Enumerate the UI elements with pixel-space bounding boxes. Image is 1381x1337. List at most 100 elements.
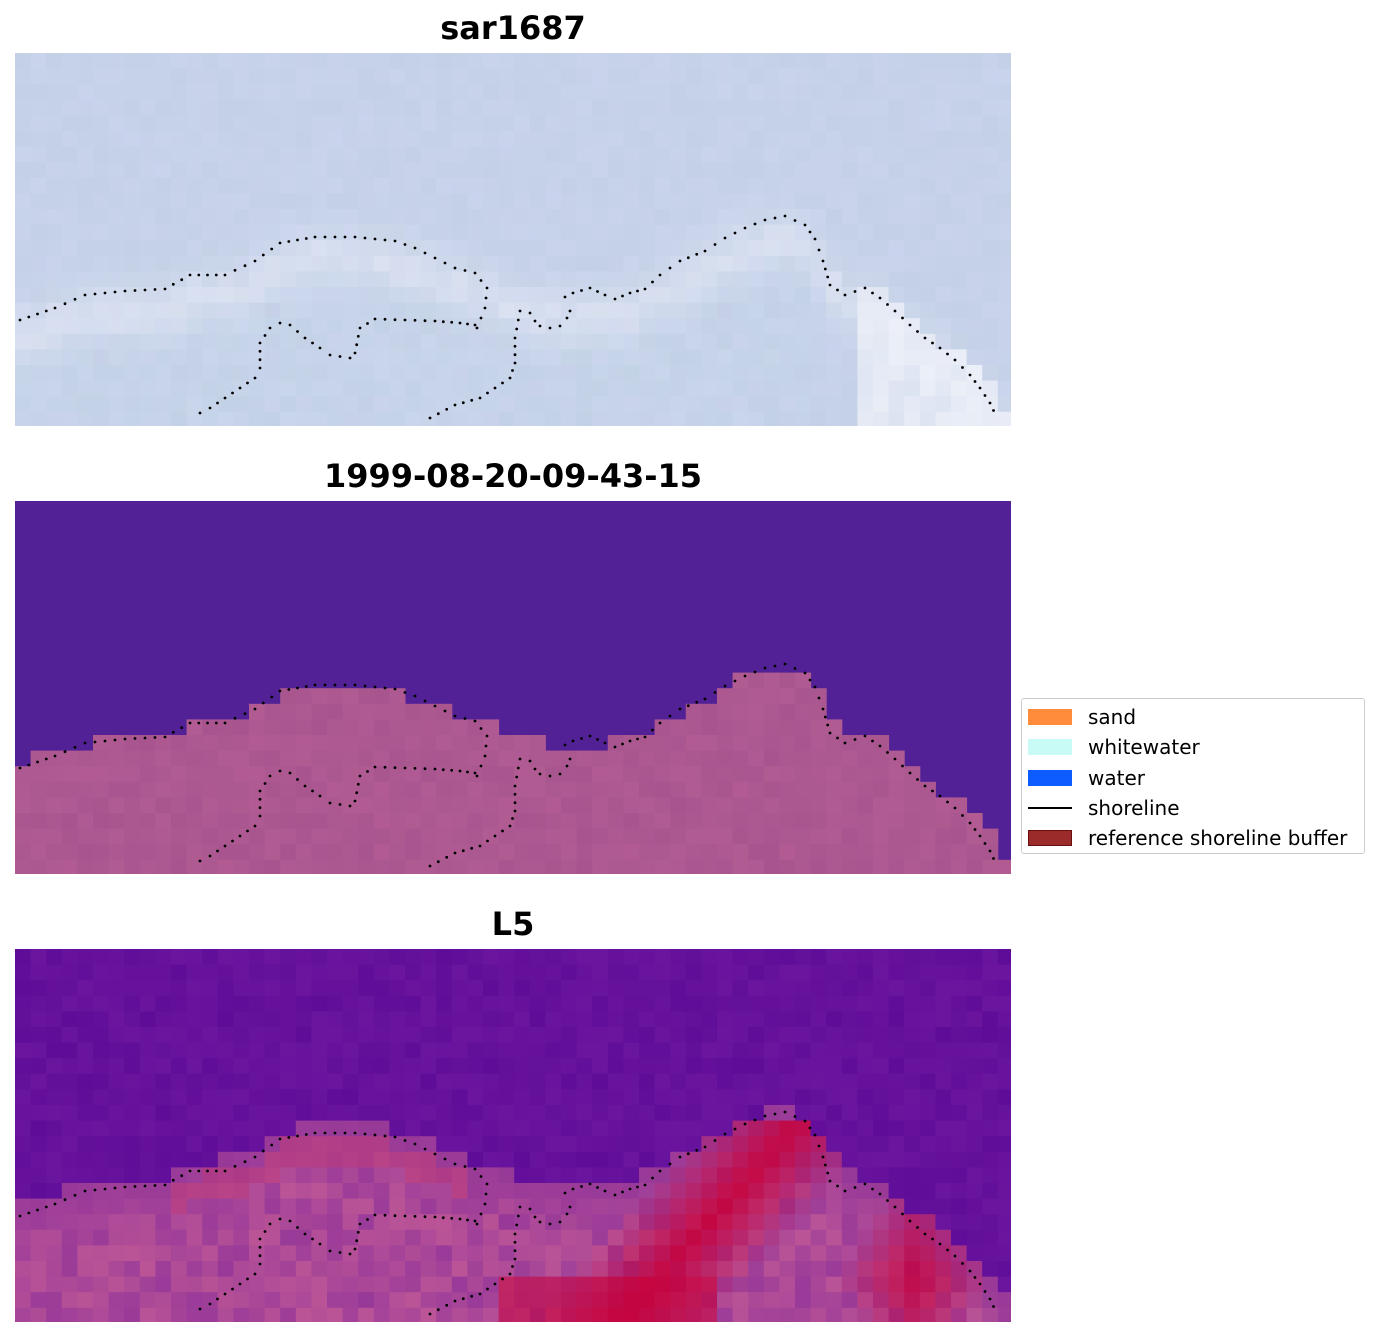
index-pixel	[670, 1261, 687, 1278]
sar-pixel	[217, 333, 234, 350]
index-pixel	[202, 1214, 219, 1231]
sar-pixel	[826, 302, 843, 319]
land-class-pixel	[717, 844, 734, 861]
sar-pixel	[327, 84, 344, 101]
sar-pixel	[451, 53, 468, 70]
sar-pixel	[904, 411, 921, 426]
index-pixel	[545, 1011, 562, 1028]
index-pixel	[623, 1229, 640, 1246]
index-pixel	[670, 1307, 687, 1322]
sar-pixel	[607, 162, 624, 179]
index-pixel	[93, 1183, 110, 1200]
sar-pixel	[358, 162, 375, 179]
index-pixel	[576, 1198, 593, 1215]
index-pixel	[249, 1136, 266, 1153]
land-class-pixel	[498, 781, 515, 798]
index-pixel	[888, 1073, 905, 1090]
index-pixel	[779, 1198, 796, 1215]
sar-pixel	[701, 396, 718, 413]
sar-pixel	[373, 115, 390, 132]
land-class-pixel	[779, 859, 796, 874]
index-pixel	[888, 995, 905, 1012]
land-class-pixel	[405, 735, 422, 752]
index-pixel	[155, 1292, 172, 1309]
sar-pixel	[748, 53, 765, 70]
index-pixel	[951, 1214, 968, 1231]
sar-pixel	[810, 131, 827, 148]
sar-pixel	[701, 287, 718, 304]
sar-pixel	[420, 99, 437, 116]
sar-pixel	[124, 115, 141, 132]
sar-pixel	[904, 240, 921, 257]
index-pixel	[30, 1058, 47, 1075]
sar-pixel	[514, 318, 531, 335]
index-pixel	[623, 1120, 640, 1137]
index-pixel	[108, 1292, 125, 1309]
index-pixel	[327, 1183, 344, 1200]
sar-pixel	[483, 193, 500, 210]
sar-pixel	[405, 349, 422, 366]
index-pixel	[483, 1307, 500, 1322]
sar-pixel	[654, 224, 671, 241]
sar-pixel	[904, 115, 921, 132]
sar-pixel	[639, 411, 656, 426]
index-pixel	[61, 1167, 78, 1184]
sar-pixel	[233, 271, 250, 288]
sar-pixel	[389, 240, 406, 257]
sar-pixel	[904, 318, 921, 335]
sar-pixel	[30, 255, 47, 272]
index-pixel	[498, 1183, 515, 1200]
sar-pixel	[670, 224, 687, 241]
index-pixel	[576, 995, 593, 1012]
land-class-pixel	[654, 813, 671, 830]
index-pixel	[561, 1183, 578, 1200]
sar-pixel	[717, 131, 734, 148]
sar-pixel	[826, 209, 843, 226]
index-pixel	[873, 1042, 890, 1059]
sar-pixel	[873, 177, 890, 194]
land-class-pixel	[841, 813, 858, 830]
land-class-pixel	[264, 828, 281, 845]
index-pixel	[202, 1198, 219, 1215]
index-pixel	[904, 1089, 921, 1106]
index-pixel	[826, 1089, 843, 1106]
sar-pixel	[436, 209, 453, 226]
sar-pixel	[888, 99, 905, 116]
sar-pixel	[108, 99, 125, 116]
index-pixel	[15, 949, 32, 966]
index-pixel	[951, 1276, 968, 1293]
land-class-pixel	[639, 797, 656, 814]
sar-pixel	[763, 380, 780, 397]
sar-pixel	[982, 53, 999, 70]
index-pixel	[124, 1136, 141, 1153]
index-pixel	[607, 1011, 624, 1028]
index-pixel	[155, 1229, 172, 1246]
sar-pixel	[997, 255, 1011, 272]
index-pixel	[451, 1198, 468, 1215]
index-pixel	[77, 1151, 94, 1168]
index-pixel	[217, 1245, 234, 1262]
land-class-pixel	[997, 859, 1011, 874]
sar-pixel	[93, 255, 110, 272]
index-pixel	[295, 1276, 312, 1293]
index-pixel	[951, 1151, 968, 1168]
sar-pixel	[748, 396, 765, 413]
legend-swatch-water	[1028, 770, 1072, 786]
sar-pixel	[685, 349, 702, 366]
sar-pixel	[186, 396, 203, 413]
sar-pixel	[124, 99, 141, 116]
land-class-pixel	[748, 688, 765, 705]
index-pixel	[935, 995, 952, 1012]
sar-pixel	[654, 68, 671, 85]
sar-pixel	[763, 349, 780, 366]
index-pixel	[373, 1167, 390, 1184]
sar-pixel	[701, 193, 718, 210]
sar-pixel	[982, 380, 999, 397]
index-pixel	[935, 1214, 952, 1231]
index-pixel	[763, 1292, 780, 1309]
index-pixel	[717, 1276, 734, 1293]
index-pixel	[576, 1073, 593, 1090]
index-pixel	[217, 1183, 234, 1200]
sar-pixel	[358, 193, 375, 210]
sar-pixel	[467, 333, 484, 350]
